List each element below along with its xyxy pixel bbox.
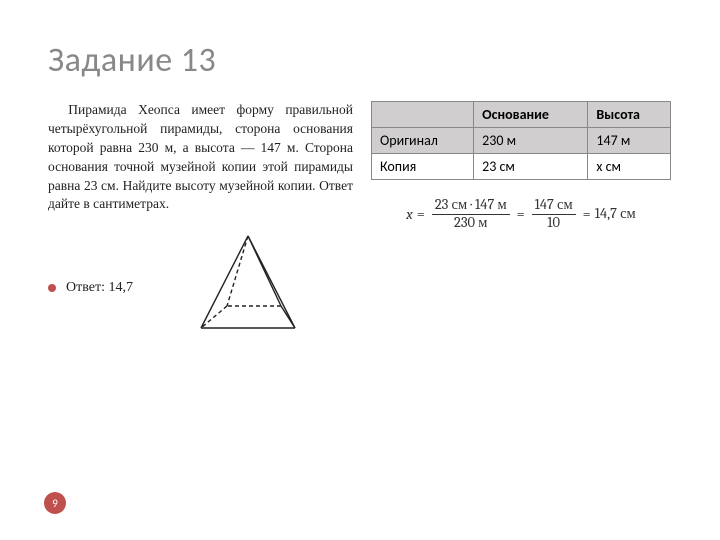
right-column: Основание Высота Оригинал 230 м 147 м Ко… [371,101,671,348]
formula: x = 23 см · 147 м 230 м = 147 см 10 = 14… [371,198,671,230]
table-cell: Оригинал [372,128,474,154]
table-row: Копия 23 см х см [372,154,671,180]
denominator: 10 [544,215,563,231]
page-number-badge: 9 [44,492,66,514]
denominator: 230 м [451,215,490,231]
equals-sign: = [417,206,425,223]
slide-title: Задание 13 [48,40,672,81]
table-cell: 230 м [474,128,588,154]
data-table: Основание Высота Оригинал 230 м 147 м Ко… [371,101,671,180]
formula-var: x [406,206,412,223]
equals-sign: = [583,206,591,223]
answer-row: Ответ: 14,7 [48,228,353,348]
table-header-height: Высота [588,102,671,128]
table-cell: 147 м [588,128,671,154]
numerator: 147 см [532,198,576,215]
answer-label: Ответ: 14,7 [66,280,133,296]
fraction-2: 147 см 10 [532,198,576,230]
problem-text: Пирамида Хеопса имеет форму правильной ч… [48,101,353,214]
table-cell: 23 см [474,154,588,180]
table-row: Основание Высота [372,102,671,128]
table-cell: х см [588,154,671,180]
left-column: Пирамида Хеопса имеет форму правильной ч… [48,101,353,348]
table-row: Оригинал 230 м 147 м [372,128,671,154]
fraction-1: 23 см · 147 м 230 м [432,198,510,230]
formula-result: 14,7 см [595,205,636,223]
content-row: Пирамида Хеопса имеет форму правильной ч… [48,101,672,348]
table-header-corner [372,102,474,128]
numerator: 23 см · 147 м [432,198,510,215]
pyramid-diagram [183,228,313,348]
bullet-icon [48,284,56,292]
table-cell: Копия [372,154,474,180]
answer-text: Ответ: 14,7 [48,280,133,296]
table-header-base: Основание [474,102,588,128]
equals-sign: = [517,206,525,223]
